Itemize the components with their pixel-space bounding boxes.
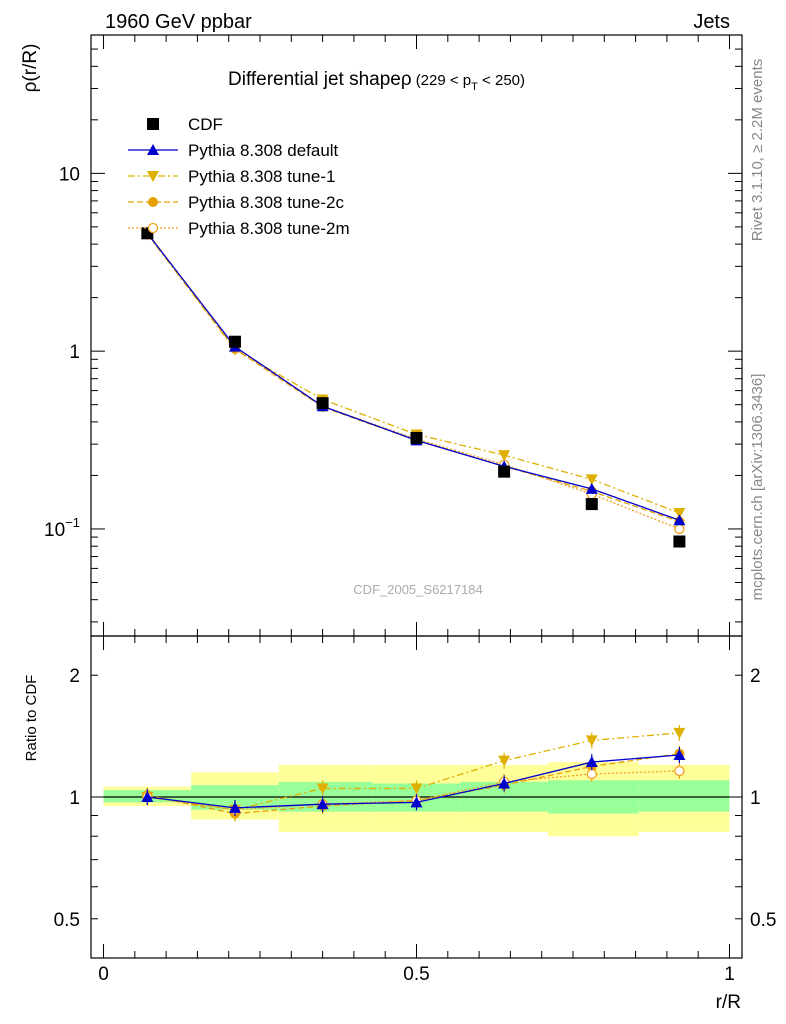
ratio-uncertainty-band-inner [638,780,730,812]
side-label-top: Rivet 3.1.10, ≥ 2.2M events [749,59,766,242]
ratio-triangle-up-0-point [228,801,241,813]
main-square-0-point [316,397,329,410]
legend-label-1: Pythia 8.308 default [188,141,339,160]
ratio-circle-open-3-point [586,768,597,780]
ratio-triangle-up-0-point [498,777,511,789]
main-y-tick-label: 10−1 [44,515,80,541]
ratio-y-tick-label-right: 1 [750,788,761,809]
main-triangle-down-2-point [673,507,686,519]
ratio-y-tick-label-left: 0.5 [54,910,80,931]
main-triangle-down-2-line [146,233,680,514]
legend-marker-3 [148,197,158,207]
legend-marker-1 [147,144,159,155]
main-square-0-point [410,431,423,444]
ratio-triangle-down-1-point [316,783,329,795]
legend-marker-0 [147,118,159,130]
side-label-bottom: mcplots.cern.ch [arXiv:1306.3436] [749,374,766,601]
main-triangle-down-2-point [498,450,511,462]
main-triangle-up-1-point [673,514,686,526]
ratio-plot-area: 2 2 1 1 0.5 0.5 0 0.5 1 [54,635,776,985]
ratio-triangle-up-0-point [316,798,329,810]
ratio-y-tick-label-left: 1 [69,788,80,809]
legend-marker-4 [147,222,159,234]
legend-marker-2 [147,171,159,182]
x-tick-label: 0 [98,964,109,985]
legend-label-0: CDF [188,115,223,134]
plot-title: Differential jet shapeρ (229 < pT < 250) [228,69,525,93]
main-triangle-down-2-point [585,474,598,486]
main-circle-open-4-point [674,523,685,535]
legend-label-3: Pythia 8.308 tune-2c [188,193,344,212]
main-circle-open-4-line [146,232,680,530]
ratio-circle-open-3-point [674,765,685,777]
main-y-tick-label: 10 [59,164,80,185]
main-y-tick-label: 1 [69,342,80,363]
ratio-triangle-up-0-point [585,756,598,768]
ratio-triangle-down-1-point [585,735,598,747]
ratio-y-axis-label: Ratio to CDF [23,675,40,762]
main-triangle-up-1-line [146,232,680,521]
analysis-watermark: CDF_2005_S6217184 [353,582,482,597]
ratio-triangle-up-0-point [410,796,423,808]
ratio-y-tick-label-left: 2 [69,666,80,687]
x-tick-label: 0.5 [403,964,429,985]
main-circle-3-line [146,232,680,523]
main-triangle-up-1-point [585,482,598,494]
main-plot-area: 10 1 10−1 [44,34,743,637]
main-square-0-point [585,498,598,511]
ratio-y-tick-label-right: 2 [750,666,761,687]
ratio-triangle-up-0-point [141,791,154,802]
ratio-triangle-down-1-point [673,727,686,739]
main-square-0-point [228,335,241,348]
ratio-triangle-up-0-point [673,749,686,761]
ratio-triangle-down-1-point [498,755,511,767]
ratio-triangle-down-1-point [410,783,423,795]
header-left: 1960 GeV ppbar [105,11,252,33]
main-y-axis-label: ρ(r/R) [20,44,41,93]
main-square-0-point [498,465,511,478]
header-right: Jets [693,11,730,33]
main-square-0-point [673,535,686,548]
legend: CDF Pythia 8.308 default Pythia 8.308 tune… [128,115,350,238]
x-tick-label: 1 [724,964,735,985]
ratio-y-tick-label-right: 0.5 [750,910,776,931]
x-axis-label: r/R [716,992,741,1013]
legend-label-4: Pythia 8.308 tune-2m [188,219,350,238]
legend-label-2: Pythia 8.308 tune-1 [188,167,335,186]
